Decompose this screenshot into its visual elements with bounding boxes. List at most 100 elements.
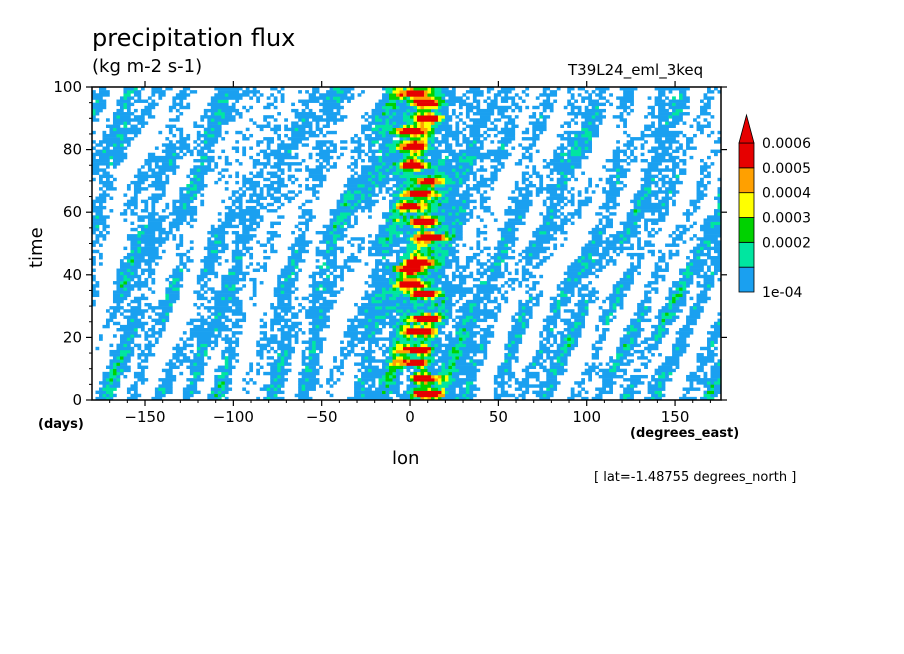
heatmap-cell <box>553 155 565 160</box>
heatmap-cell <box>385 87 393 91</box>
heatmap-cell <box>448 359 456 363</box>
heatmap-cell <box>396 265 404 269</box>
heatmap-cell <box>714 390 721 395</box>
heatmap-cell <box>406 384 418 388</box>
heatmap-cell <box>119 356 124 360</box>
heatmap-cell <box>158 315 170 319</box>
heatmap-cell <box>619 180 624 185</box>
heatmap-cell <box>707 390 715 395</box>
heatmap-cell <box>403 252 411 257</box>
heatmap-cell <box>231 249 243 254</box>
heatmap-cell <box>703 218 721 222</box>
heatmap-cell <box>375 321 379 326</box>
heatmap-cell <box>570 96 575 100</box>
heatmap-cell <box>116 143 121 147</box>
heatmap-cell <box>584 190 589 194</box>
heatmap-cell <box>189 184 194 188</box>
heatmap-cell <box>696 187 701 191</box>
heatmap-cell <box>140 165 145 169</box>
heatmap-cell <box>504 346 519 351</box>
heatmap-cell <box>689 268 704 272</box>
heatmap-cell <box>333 246 344 251</box>
heatmap-cell <box>458 155 463 160</box>
heatmap-cell <box>347 396 393 400</box>
heatmap-cell <box>574 146 579 150</box>
heatmap-cell <box>416 318 439 323</box>
heatmap-cell <box>217 155 222 160</box>
heatmap-cell <box>689 312 701 316</box>
heatmap-cell <box>423 124 432 128</box>
heatmap-cell <box>354 202 358 207</box>
heatmap-cell <box>280 268 295 272</box>
heatmap-cell <box>647 193 659 197</box>
heatmap-cell <box>490 268 495 272</box>
heatmap-cell <box>700 108 708 113</box>
heatmap-cell <box>644 365 648 369</box>
heatmap-cell <box>95 237 100 241</box>
heatmap-cell <box>242 190 247 194</box>
heatmap-cell <box>672 293 676 298</box>
heatmap-cell <box>280 99 285 103</box>
heatmap-cell <box>413 293 435 298</box>
heatmap-cell <box>256 262 261 266</box>
heatmap-cell <box>119 371 124 376</box>
heatmap-cell <box>403 158 407 163</box>
heatmap-cell <box>556 87 561 91</box>
heatmap-cell <box>151 202 156 207</box>
heatmap-cell <box>584 268 593 272</box>
heatmap-cell <box>703 277 715 282</box>
heatmap-cell <box>609 312 613 316</box>
heatmap-cell <box>284 284 295 288</box>
heatmap-cell <box>427 387 432 391</box>
heatmap-cell <box>231 256 236 260</box>
heatmap-cell <box>595 296 599 301</box>
heatmap-cell <box>308 331 320 335</box>
heatmap-cell <box>469 118 491 122</box>
heatmap-cell <box>392 237 407 241</box>
heatmap-cell <box>441 221 453 226</box>
heatmap-cell <box>263 312 268 316</box>
heatmap-cell <box>626 274 631 279</box>
heatmap-cell <box>700 290 708 294</box>
heatmap-cell <box>476 230 488 235</box>
heatmap-cell <box>308 378 320 382</box>
heatmap-cell <box>144 158 170 163</box>
heatmap-cell <box>343 199 348 204</box>
heatmap-cell <box>553 384 558 388</box>
y-axis-units: (days) <box>38 417 84 432</box>
heatmap-cell <box>382 177 407 182</box>
heatmap-cell <box>368 140 372 144</box>
heatmap-cell <box>602 384 613 388</box>
heatmap-cell <box>546 205 558 210</box>
heatmap-cell <box>570 146 575 150</box>
heatmap-cell <box>574 165 582 169</box>
heatmap-cell <box>217 212 222 216</box>
heatmap-cell <box>560 302 568 307</box>
heatmap-cell <box>406 99 414 103</box>
heatmap-cell <box>560 281 582 285</box>
heatmap-cell <box>116 346 135 351</box>
heatmap-cell <box>437 177 446 182</box>
heatmap-cell <box>619 118 627 122</box>
heatmap-cell <box>112 127 117 132</box>
heatmap-cell <box>710 343 715 348</box>
heatmap-cell <box>385 221 393 226</box>
heatmap-cell <box>399 99 404 103</box>
heatmap-cell <box>105 118 110 122</box>
heatmap-cell <box>133 205 138 210</box>
heatmap-cell <box>430 353 439 357</box>
heatmap-cell <box>340 271 344 276</box>
heatmap-cell <box>714 268 721 272</box>
heatmap-cell <box>560 243 565 247</box>
heatmap-cell <box>616 346 624 351</box>
heatmap-cell <box>235 205 243 210</box>
heatmap-cell <box>263 371 288 376</box>
heatmap-cell <box>525 252 530 257</box>
heatmap-cell <box>535 362 544 366</box>
heatmap-cell <box>588 374 592 379</box>
heatmap-cell <box>479 337 488 341</box>
heatmap-cell <box>493 390 498 395</box>
heatmap-cell <box>630 227 638 232</box>
heatmap-cell <box>361 124 372 128</box>
heatmap-cell <box>270 234 281 238</box>
